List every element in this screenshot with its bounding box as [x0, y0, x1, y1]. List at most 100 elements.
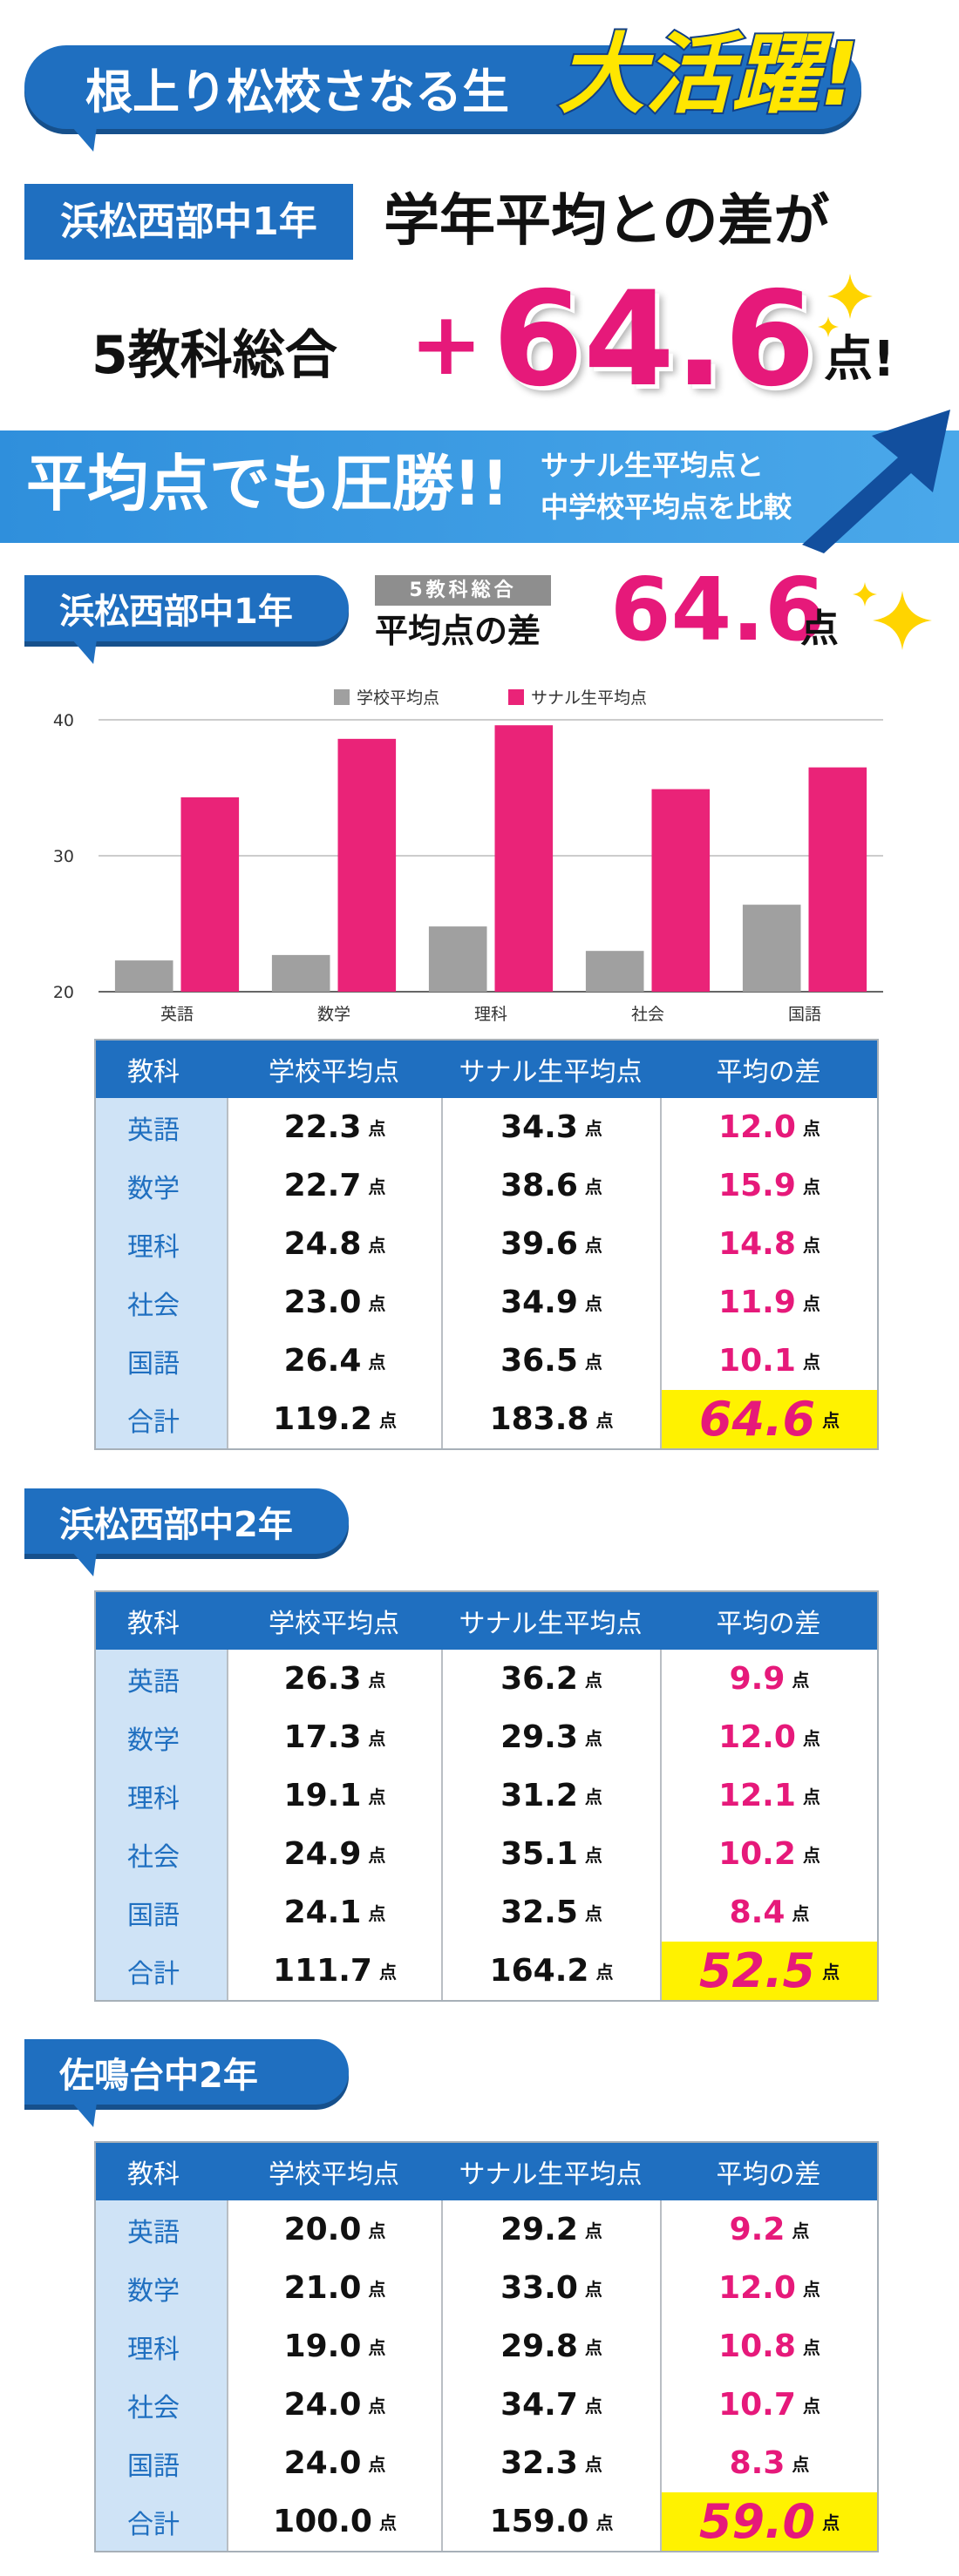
x-tick-label: 数学: [317, 1005, 350, 1024]
sparkle: [873, 591, 932, 650]
score: 10.8: [718, 2329, 796, 2364]
score: 34.9: [500, 1285, 578, 1320]
table-row: 英語 20.0 点 29.2 点 9.2 点: [96, 2200, 877, 2259]
summary-tag: 5教科総合: [375, 575, 551, 606]
unit: 点: [368, 1845, 386, 1866]
score: 29.2: [500, 2212, 578, 2247]
score-cell: 111.7 点: [227, 1942, 441, 2000]
score-cell: 26.3 点: [227, 1650, 441, 1708]
class-pill: 佐鳴台中2年: [24, 2039, 349, 2105]
header-cell: サナル生平均点: [459, 1057, 643, 1088]
score: 21.0: [283, 2270, 362, 2306]
table-row: 国語 24.0 点 32.3 点 8.3 点: [96, 2434, 877, 2492]
y-tick-label: 30: [53, 847, 74, 866]
school-text: 根上り松校さなる生: [85, 64, 509, 119]
header-cell: 学校平均点: [269, 1609, 399, 1639]
subject-cell: 合計: [96, 1390, 227, 1448]
score-cell: 12.0 点: [660, 1098, 877, 1156]
score-cell: 64.6 点: [660, 1390, 877, 1448]
header-cell: 教科: [127, 2159, 180, 2190]
unit: 点: [584, 1352, 602, 1373]
header-cell: 平均の差: [716, 2159, 821, 2190]
score: 36.2: [500, 1661, 578, 1697]
score-cell: 9.2 点: [660, 2200, 877, 2259]
score-cell: 12.0 点: [660, 1708, 877, 1766]
score-cell: 9.9 点: [660, 1650, 877, 1708]
score-cell: 22.3 点: [227, 1098, 441, 1156]
score-cell: 23.0 点: [227, 1273, 441, 1332]
bar: [742, 905, 801, 992]
class-pill: 浜松西部中1年: [24, 575, 349, 641]
score: 119.2: [273, 1401, 372, 1437]
score-cell: 21.0 点: [227, 2259, 441, 2317]
score-cell: 31.2 点: [441, 1766, 660, 1825]
table-row: 国語 24.1 点 32.5 点 8.4 点: [96, 1883, 877, 1942]
sparkles: [853, 582, 932, 650]
score-cell: 10.8 点: [660, 2317, 877, 2376]
class-pill: 浜松西部中2年: [24, 1488, 349, 1554]
subject-cell: 理科: [96, 1766, 227, 1825]
score: 11.9: [718, 1285, 796, 1320]
bar: [428, 926, 487, 992]
unit: 点: [802, 1235, 820, 1256]
score: 8.3: [729, 2445, 786, 2481]
score: 10.2: [718, 1836, 796, 1872]
top-banner: 根上り松校さなる生: [24, 45, 861, 129]
unit: 点: [584, 1235, 602, 1256]
score-cell: 24.9 点: [227, 1825, 441, 1883]
table-row: 社会 23.0 点 34.9 点 11.9 点: [96, 1273, 877, 1332]
subject-cell: 英語: [96, 1650, 227, 1708]
band-note: 中学校平均点を比較: [541, 491, 792, 524]
unit: 点: [595, 1410, 614, 1431]
score: 15.9: [718, 1168, 796, 1203]
table-row: 数学 17.3 点 29.3 点 12.0 点: [96, 1708, 877, 1766]
subject-cell: 社会: [96, 2376, 227, 2434]
table-header: 教科 学校平均点 サナル生平均点 平均の差: [96, 1592, 877, 1650]
unit: 点: [802, 2396, 820, 2417]
score-cell: 24.8 点: [227, 1215, 441, 1273]
table-row: 英語 26.3 点 36.2 点 9.9 点: [96, 1650, 877, 1708]
unit: 点: [368, 2454, 386, 2475]
summary-score: 64.6: [610, 559, 826, 661]
unit: 点: [822, 2512, 840, 2533]
table-row: 合計 111.7 点 164.2 点 52.5 点: [96, 1942, 877, 2000]
table-row: 理科 19.0 点 29.8 点 10.8 点: [96, 2317, 877, 2376]
score: 34.3: [500, 1109, 578, 1145]
summary-label: 平均点の差: [375, 612, 541, 650]
unit: 点: [378, 1962, 397, 1983]
score-cell: 8.3 点: [660, 2434, 877, 2492]
score-cell: 36.2 点: [441, 1650, 660, 1708]
arrow: [802, 410, 950, 553]
unit: 点: [595, 1962, 614, 1983]
hero-headline: 学年平均との差が: [384, 189, 830, 254]
score: 100.0: [273, 2504, 372, 2539]
unit: 点: [378, 2512, 397, 2533]
header-cell: サナル生平均点: [459, 1609, 643, 1639]
score-table: 教科 学校平均点 サナル生平均点 平均の差 英語 26.3 点 36.2 点 9.9 点数学 17.3…: [94, 1590, 879, 2002]
score: 23.0: [283, 1285, 362, 1320]
score: 26.4: [283, 1343, 362, 1379]
score-cell: 26.4 点: [227, 1332, 441, 1390]
bar: [180, 797, 240, 992]
score: 10.7: [718, 2387, 796, 2423]
header-cell: 教科: [127, 1609, 180, 1639]
unit: 点: [802, 1786, 820, 1807]
table-row: 合計 100.0 点 159.0 点 59.0 点: [96, 2492, 877, 2551]
table-body: 英語 22.3 点 34.3 点 12.0 点数学 22.7 点 38.6 点 15.9 点理科 24.8…: [96, 1098, 877, 1448]
table-row: 社会 24.9 点 35.1 点 10.2 点: [96, 1825, 877, 1883]
table-header: 教科 学校平均点 サナル生平均点 平均の差: [96, 1041, 877, 1098]
band-note: サナル生平均点と: [541, 449, 765, 482]
legend-swatch: [508, 689, 524, 705]
arrow-shape: [802, 410, 950, 553]
score-cell: 35.1 点: [441, 1825, 660, 1883]
hero-score: 64.6: [493, 264, 816, 416]
table-row: 数学 22.7 点 38.6 点 15.9 点: [96, 1156, 877, 1215]
score: 34.7: [500, 2387, 578, 2423]
score: 12.0: [718, 1109, 796, 1145]
header-cell: サナル生平均点: [459, 2159, 643, 2190]
unit: 点: [822, 1962, 840, 1983]
unit: 点: [584, 2220, 602, 2241]
score: 24.0: [283, 2445, 362, 2481]
unit: 点: [792, 1903, 810, 1924]
